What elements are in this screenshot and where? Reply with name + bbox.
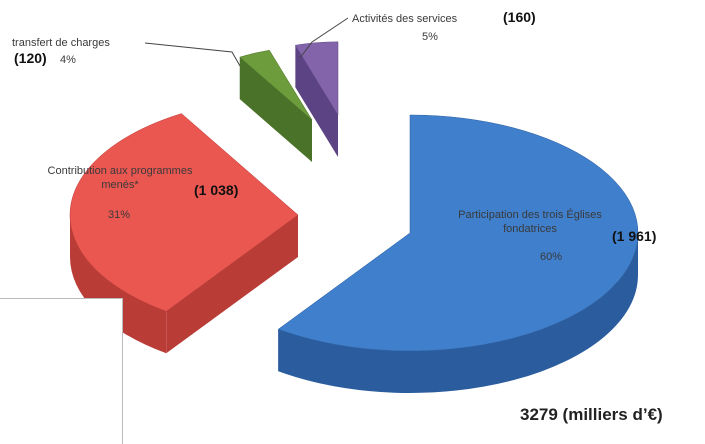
slice-cut-wall (239, 57, 312, 162)
slice-top (239, 49, 313, 121)
amount-label: (1 961) (612, 228, 657, 244)
slice-top (69, 113, 299, 312)
slice (277, 114, 639, 394)
percent-label: 4% (60, 54, 76, 66)
slice-cut-wall (295, 45, 338, 157)
slice-side (70, 215, 167, 354)
category-label: Activités des services (352, 13, 458, 25)
category-label: Contribution aux programmes menés* (47, 165, 193, 191)
leader-line (299, 17, 349, 59)
percent-label: 5% (422, 31, 438, 43)
slice (294, 41, 339, 157)
percent-label: 31% (108, 209, 131, 221)
percent-label: 60% (540, 251, 563, 263)
amount-label: (120) (14, 50, 47, 66)
leader-line (144, 42, 241, 67)
slice-side (278, 233, 638, 394)
slice-cut-wall (166, 215, 298, 354)
slice-top (277, 114, 639, 352)
amount-label: (160) (503, 9, 536, 25)
category-label: transfert de charges (12, 37, 110, 49)
total-label: 3279 (milliers d’€) (520, 405, 663, 424)
category-label: Participation des trois Églises fondatri… (458, 209, 602, 235)
overlay-box (0, 298, 123, 444)
slice (69, 113, 299, 354)
slice (239, 49, 313, 162)
slice-top (294, 41, 339, 116)
amount-label: (1 038) (194, 182, 239, 198)
